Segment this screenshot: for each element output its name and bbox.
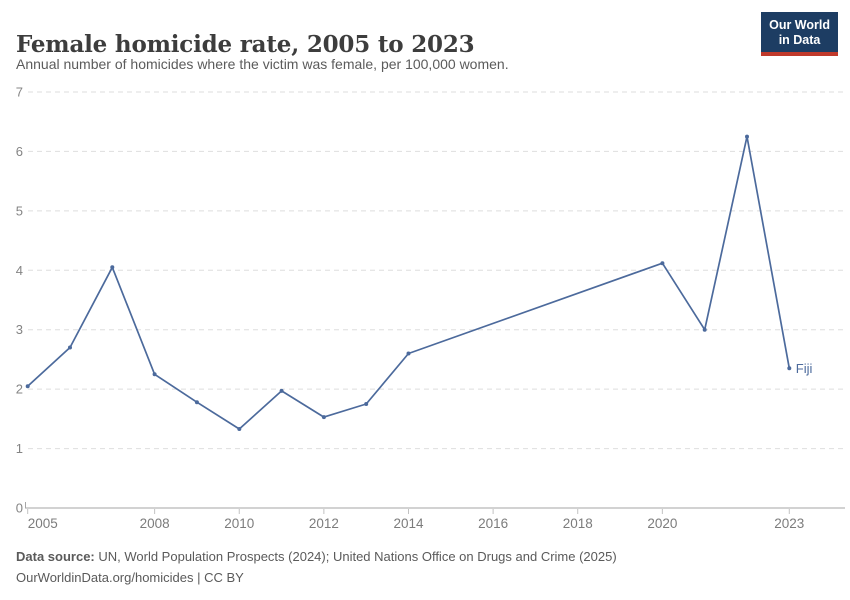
data-point-fiji-2005[interactable] <box>25 384 30 389</box>
owid-logo[interactable]: Our World in Data <box>761 12 838 56</box>
data-source-line: Data source: UN, World Population Prospe… <box>16 547 617 568</box>
x-tick-label-2016: 2016 <box>478 516 508 531</box>
x-tick-label-2005: 2005 <box>28 516 58 531</box>
data-point-fiji-2013[interactable] <box>364 402 369 406</box>
x-tick-label-2020: 2020 <box>647 516 677 531</box>
y-tick-label-5: 5 <box>16 203 23 218</box>
license-line[interactable]: OurWorldinData.org/homicides | CC BY <box>16 569 244 585</box>
data-point-fiji-2006[interactable] <box>68 345 72 350</box>
x-tick-label-2012: 2012 <box>309 516 339 531</box>
data-source-text: UN, World Population Prospects (2024); U… <box>94 549 617 564</box>
x-tick-label-2010: 2010 <box>224 516 254 531</box>
y-tick-label-1: 1 <box>16 441 23 456</box>
owid-logo-line1: Our World <box>769 18 830 32</box>
data-point-fiji-2010[interactable] <box>237 427 242 431</box>
series-end-label-fiji[interactable]: Fiji <box>796 361 813 376</box>
chart-footer: Data source: UN, World Population Prospe… <box>16 547 617 588</box>
owid-logo-line2: in Data <box>778 33 821 47</box>
data-source-label: Data source: <box>16 549 95 564</box>
data-point-fiji-2008[interactable] <box>152 372 157 377</box>
page-title: Female homicide rate, 2005 to 2023 <box>16 31 475 59</box>
data-point-fiji-2020[interactable] <box>660 261 665 266</box>
y-tick-label-3: 3 <box>16 322 23 337</box>
y-tick-label-4: 4 <box>16 263 23 278</box>
data-point-fiji-2021[interactable] <box>702 327 707 332</box>
x-tick-label-2014: 2014 <box>393 516 424 531</box>
x-tick-label-2018: 2018 <box>563 516 593 531</box>
y-tick-label-0: 0 <box>16 501 23 516</box>
data-point-fiji-2011[interactable] <box>279 388 284 393</box>
data-point-fiji-2009[interactable] <box>194 400 199 405</box>
data-point-fiji-2023[interactable] <box>787 366 792 371</box>
data-point-fiji-2022[interactable] <box>745 134 749 139</box>
x-tick-label-2008: 2008 <box>140 516 170 531</box>
data-point-fiji-2012[interactable] <box>321 415 326 420</box>
y-tick-label-2: 2 <box>16 382 23 397</box>
x-tick-label-2023: 2023 <box>774 516 804 531</box>
data-point-fiji-2014[interactable] <box>406 351 411 356</box>
data-point-fiji-2007[interactable] <box>110 265 115 270</box>
chart-subtitle: Annual number of homicides where the vic… <box>16 56 509 72</box>
series-line-fiji[interactable] <box>26 135 791 430</box>
y-tick-label-7: 7 <box>16 85 23 100</box>
y-tick-label-6: 6 <box>16 144 23 159</box>
